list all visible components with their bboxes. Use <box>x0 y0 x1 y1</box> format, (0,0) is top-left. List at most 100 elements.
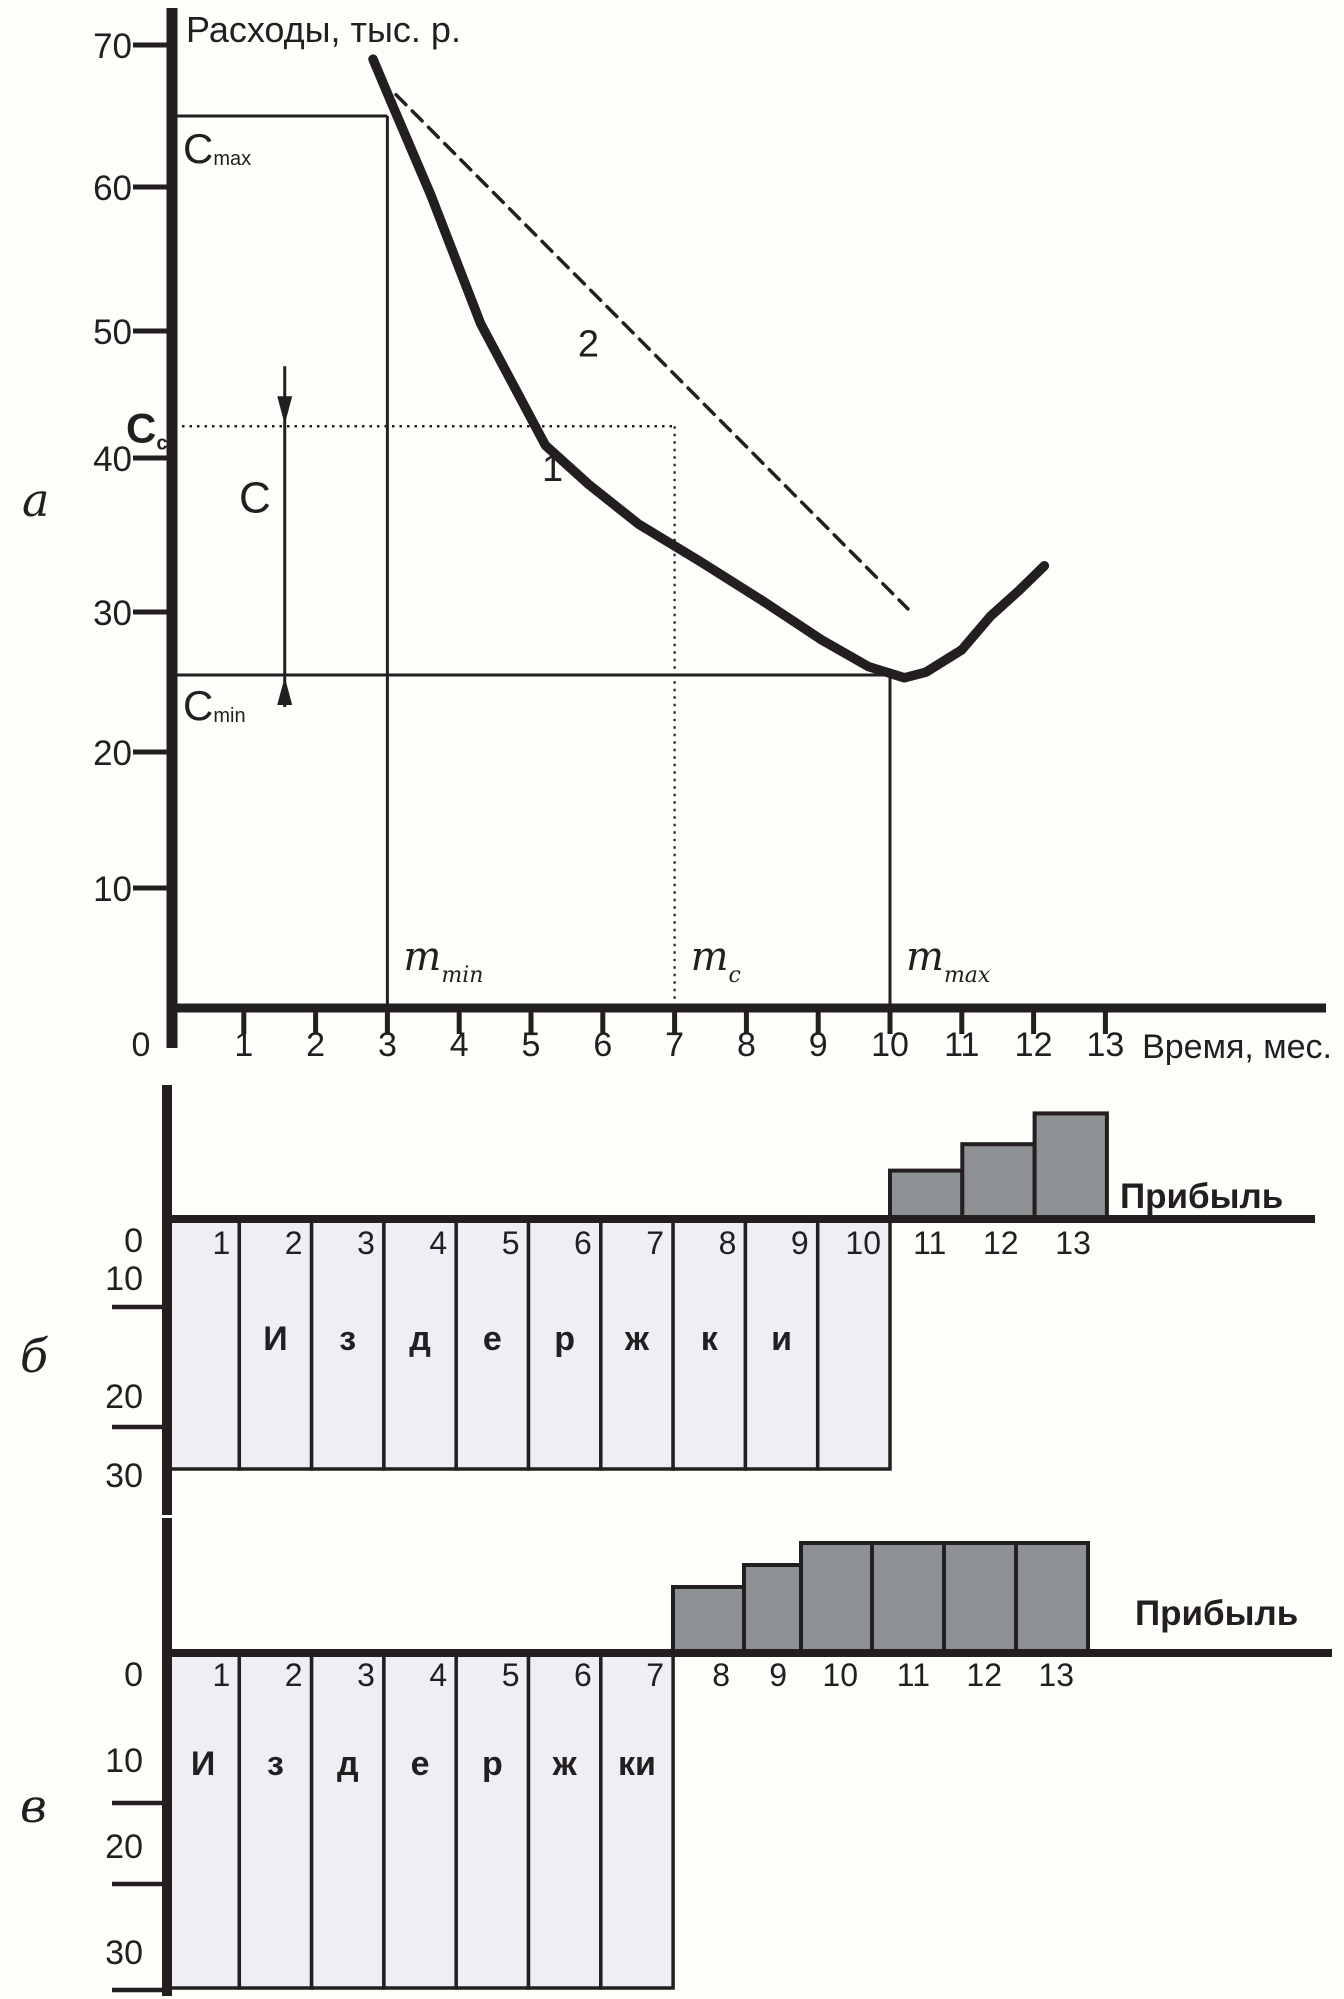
origin-label: 0 <box>132 1026 151 1064</box>
cost-bar-number: 1 <box>213 1657 231 1693</box>
profit-bar-month-13 <box>1014 1541 1090 1655</box>
cost-word-letter: И <box>191 1745 215 1783</box>
panel-tag-в: в <box>20 1779 47 1833</box>
profit-bar-month-12 <box>960 1142 1037 1221</box>
x-tick-label: 9 <box>809 1026 828 1064</box>
profit-bar-month-9 <box>742 1563 803 1655</box>
cost-bar-number: 10 <box>845 1225 881 1261</box>
y-tick-label: 0 <box>124 1222 143 1260</box>
y-tick-label: 40 <box>93 440 132 479</box>
cost-bar-month-9 <box>743 1217 820 1471</box>
cost-bar-number: 5 <box>502 1225 520 1261</box>
y-tick-label: 30 <box>105 1934 143 1972</box>
cost-word-letter: е <box>411 1745 430 1783</box>
x-tick-label: 6 <box>593 1026 612 1064</box>
profit-bar-number: 8 <box>712 1657 730 1693</box>
month-label-max: mmax <box>906 934 991 988</box>
profit-bar-number: 11 <box>897 1657 930 1693</box>
cost-bar-number: 8 <box>719 1225 737 1261</box>
cost-word-letter: И <box>263 1320 287 1358</box>
profit-label: Прибыль <box>1120 1177 1283 1216</box>
x-tick-label: 11 <box>944 1026 979 1064</box>
cost-word-letter: з <box>339 1320 356 1358</box>
x-tick-label: 2 <box>306 1026 325 1064</box>
y-tick-label: 0 <box>124 1656 143 1694</box>
cost-bar-month-5 <box>454 1217 531 1471</box>
profit-bar-number: 13 <box>1055 1225 1091 1261</box>
cost-bar-month-5 <box>454 1651 531 1990</box>
profit-bar-month-11 <box>870 1541 946 1655</box>
cost-bar-number: 1 <box>213 1225 231 1261</box>
cost-bar-month-1 <box>165 1651 242 1990</box>
arrow-up <box>277 677 293 705</box>
x-tick-label: 12 <box>1015 1026 1053 1064</box>
x-tick-label: 10 <box>871 1026 909 1064</box>
y-tick-label: 60 <box>93 169 132 208</box>
x-tick-label: 7 <box>665 1026 684 1064</box>
series-label-1: 1 <box>542 448 563 490</box>
cost-word-letter: ж <box>552 1745 578 1783</box>
cost-word-letter: д <box>337 1745 359 1783</box>
cost-word-letter: з <box>267 1745 284 1783</box>
profit-label: Прибыль <box>1135 1594 1298 1633</box>
ref-label-min: Cmin <box>183 682 246 729</box>
cost-word-letter: д <box>409 1320 431 1358</box>
dimension-label: С <box>239 474 271 523</box>
cost-bar-number: 3 <box>357 1225 375 1261</box>
profit-bar-month-8 <box>671 1585 746 1655</box>
profit-bar-number: 10 <box>822 1657 858 1693</box>
cost-word-letter: р <box>554 1320 575 1358</box>
cost-bar-month-6 <box>526 1651 603 1990</box>
ref-label-max: Cmax <box>183 125 251 172</box>
month-label-min: mmin <box>403 934 483 988</box>
x-tick-label: 1 <box>234 1026 253 1064</box>
cost-bar-month-8 <box>671 1217 748 1471</box>
cost-bar-number: 7 <box>646 1657 664 1693</box>
cost-word-letter: е <box>483 1320 502 1358</box>
x-tick-label: 3 <box>378 1026 397 1064</box>
cost-bar-month-2 <box>237 1651 314 1990</box>
profit-bar-month-13 <box>1032 1111 1109 1222</box>
cost-word-letter: ж <box>624 1320 650 1358</box>
cost-bar-number: 9 <box>791 1225 809 1261</box>
cost-word-letter: и <box>771 1320 792 1358</box>
profit-bar-number: 12 <box>966 1657 1002 1693</box>
cost-bar-number: 5 <box>502 1657 520 1693</box>
x-tick-label: 8 <box>737 1026 756 1064</box>
ref-label-с: Сс <box>126 404 167 454</box>
profit-bar-month-11 <box>888 1168 965 1221</box>
cost-bar-number: 6 <box>574 1657 592 1693</box>
profit-bar-month-10 <box>799 1541 874 1655</box>
profit-bar-number: 11 <box>913 1225 946 1261</box>
profit-bar-month-12 <box>942 1541 1018 1655</box>
profit-bar-number: 12 <box>983 1225 1019 1261</box>
y-axis-title: Расходы, тыс. р. <box>186 9 461 50</box>
y-tick-label: 30 <box>105 1457 143 1495</box>
x-tick-label: 5 <box>522 1026 541 1064</box>
series-label-2: 2 <box>578 323 599 365</box>
cost-word-letter: ки <box>618 1745 656 1783</box>
x-axis-title: Время, мес. <box>1142 1028 1332 1066</box>
cost-word-letter: к <box>701 1320 719 1358</box>
cost-bar-number: 6 <box>574 1225 592 1261</box>
cost-bar-month-1 <box>165 1217 242 1471</box>
month-label-c: mc <box>691 934 741 988</box>
y-tick-label: 20 <box>93 734 132 773</box>
profit-bar-number: 13 <box>1038 1657 1074 1693</box>
profit-bar-number: 9 <box>769 1657 787 1693</box>
y-tick-label: 10 <box>93 870 132 909</box>
cost-bar-number: 4 <box>429 1225 447 1261</box>
cost-bar-month-4 <box>382 1651 458 1990</box>
cost-bar-number: 2 <box>285 1225 303 1261</box>
panel-tag-a: а <box>22 473 49 527</box>
cost-bar-number: 7 <box>646 1225 664 1261</box>
cost-bar-month-3 <box>309 1217 386 1471</box>
cost-word-letter: р <box>482 1745 503 1783</box>
y-tick-label: 50 <box>93 313 132 352</box>
cost-bar-month-2 <box>237 1217 314 1471</box>
